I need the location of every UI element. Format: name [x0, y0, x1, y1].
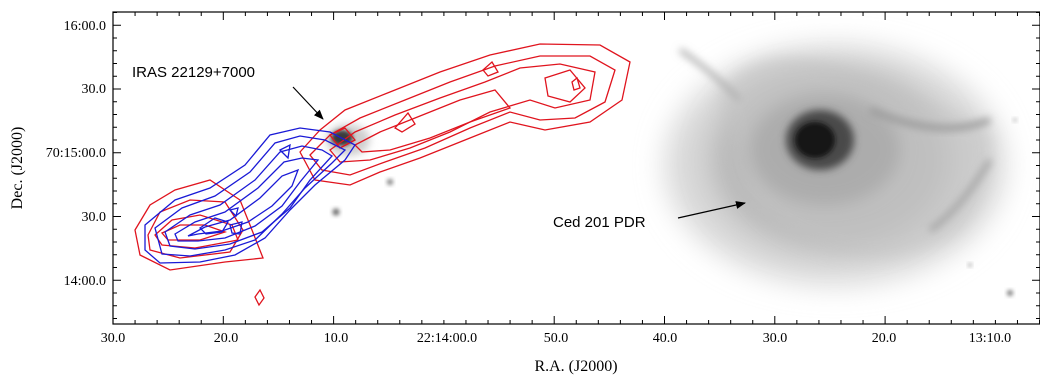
x-tick-label: 40.0: [653, 331, 678, 346]
red-contours: [134, 43, 631, 307]
x-tick-labels: 30.0 20.0 10.0 22:14:00.0 50.0 40.0 30.0…: [101, 331, 1011, 346]
y-tick-label: 30.0: [82, 210, 107, 225]
iras-label: IRAS 22129+7000: [132, 64, 255, 81]
ced-arrow: [677, 201, 746, 219]
y-tick-label: 30.0: [82, 82, 107, 97]
x-tick-label: 20.0: [214, 331, 239, 346]
x-tick-label: 50.0: [544, 331, 569, 346]
x-tick-label: 20.0: [872, 331, 897, 346]
y-tick-labels: 16:00.0 30.0 70:15:00.0 30.0 14:00.0: [46, 19, 106, 289]
x-axis-title: R.A. (J2000): [534, 358, 617, 375]
sky-image: [113, 12, 1040, 324]
y-axis-ticks: [113, 12, 1040, 319]
x-tick-label: 13:10.0: [969, 331, 1011, 346]
iras-arrow: [292, 86, 324, 120]
y-axis-title: Dec. (J2000): [9, 127, 26, 210]
y-tick-label: 14:00.0: [64, 274, 106, 289]
x-tick-label: 30.0: [763, 331, 788, 346]
x-axis-ticks: [112, 12, 1040, 324]
annotation-ced: Ced 201 PDR: [553, 201, 746, 231]
annotation-iras: IRAS 22129+7000: [132, 64, 324, 120]
y-tick-label: 70:15:00.0: [46, 146, 106, 161]
x-tick-label: 30.0: [101, 331, 126, 346]
x-tick-label: 22:14:00.0: [417, 331, 477, 346]
ced-label: Ced 201 PDR: [553, 214, 646, 231]
blue-contours: [144, 127, 356, 264]
x-tick-label: 10.0: [324, 331, 349, 346]
y-tick-label: 16:00.0: [64, 19, 106, 34]
